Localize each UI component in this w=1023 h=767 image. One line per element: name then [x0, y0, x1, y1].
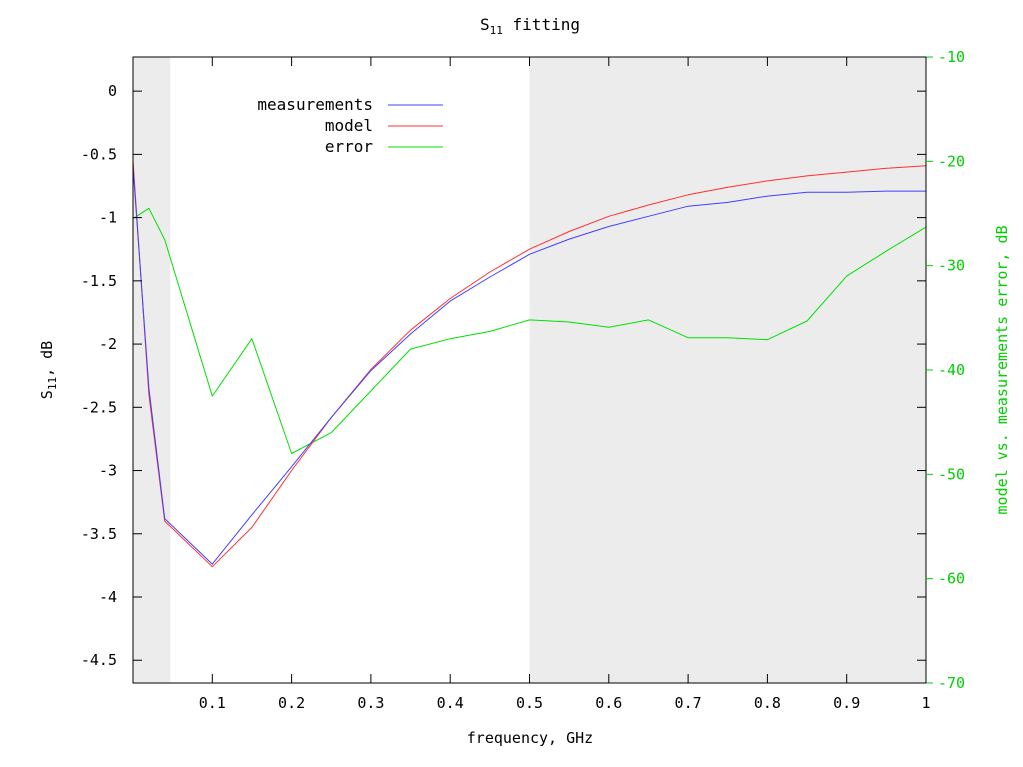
- legend-label-error: error: [325, 137, 374, 156]
- y-tick-label: -3: [99, 462, 117, 480]
- y-axis-label: S11, dB: [38, 341, 59, 399]
- y-tick-label: -3.5: [81, 525, 117, 543]
- x-tick-label: 0.4: [437, 694, 464, 712]
- x-tick-label: 0.3: [357, 694, 384, 712]
- bottom-axis: 0.1 0.2 0.3 0.4 0.5 0.6 0.7 0.8 0.9 1: [199, 57, 931, 712]
- y-tick-label: -4: [99, 588, 117, 606]
- chart-title-rest: fitting: [503, 15, 580, 34]
- y2-tick-label: -50: [938, 465, 965, 483]
- y2-tick-label: -40: [938, 361, 965, 379]
- legend-label-measurements: measurements: [257, 95, 373, 114]
- x-tick-label: 0.5: [516, 694, 543, 712]
- y2-axis-label: model vs. measurements error, dB: [993, 226, 1011, 515]
- left-axis: 0 -0.5 -1 -1.5 -2 -2.5 -3 -3.5 -4 -4.5: [81, 82, 926, 669]
- series-line-model: [132, 160, 927, 568]
- y-tick-label: -0.5: [81, 145, 117, 163]
- legend: measurements model error: [257, 95, 443, 156]
- x-axis-label: frequency, GHz: [467, 729, 593, 747]
- y-tick-label: 0: [108, 82, 117, 100]
- shaded-band-1: [529, 57, 926, 683]
- series-line-measurements: [132, 166, 926, 565]
- x-tick-label: 0.8: [754, 694, 781, 712]
- y-tick-label: -1: [99, 209, 117, 227]
- chart-title-sub: 11: [490, 24, 503, 37]
- x-tick-label: 0.2: [278, 694, 305, 712]
- chart-title: S11 fitting: [480, 15, 580, 37]
- x-tick-label: 1: [921, 694, 930, 712]
- y-tick-label: -4.5: [81, 651, 117, 669]
- y2-tick-label: -10: [938, 48, 965, 66]
- right-axis: -10 -20 -30 -40 -50 -60 -70: [926, 48, 965, 692]
- y-tick-label: -2: [99, 335, 117, 353]
- x-tick-label: 0.1: [199, 694, 226, 712]
- shaded-bands: [133, 57, 926, 683]
- x-tick-label: 0.6: [595, 694, 622, 712]
- legend-label-model: model: [325, 116, 373, 135]
- series-line-error: [132, 207, 927, 454]
- y2-tick-label: -60: [938, 570, 965, 588]
- x-tick-label: 0.7: [675, 694, 702, 712]
- y-tick-label: -2.5: [81, 398, 117, 416]
- shaded-band-0: [133, 57, 171, 683]
- y-axis-label-rest: , dB: [38, 341, 56, 377]
- y2-tick-label: -30: [938, 257, 965, 275]
- y-axis-label-main: S: [38, 390, 56, 399]
- y2-tick-label: -70: [938, 674, 965, 692]
- y2-tick-label: -20: [938, 152, 965, 170]
- y-axis-label-sub: 11: [46, 377, 59, 390]
- series-layer: [132, 160, 927, 568]
- y-tick-label: -1.5: [81, 272, 117, 290]
- chart-title-main: S: [480, 15, 490, 34]
- x-tick-label: 0.9: [833, 694, 860, 712]
